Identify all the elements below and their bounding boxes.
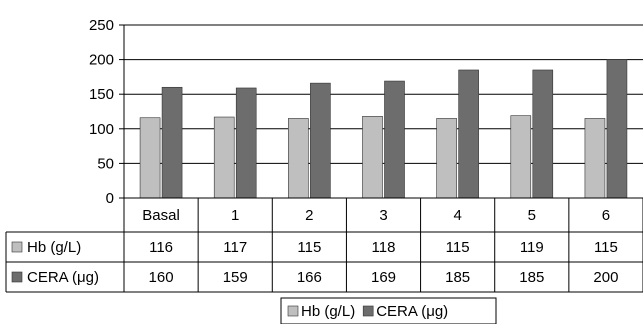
bar-cera [310, 82, 331, 199]
x-category-label: 4 [453, 207, 461, 224]
table-legend-key [11, 271, 23, 283]
legend-key [287, 305, 299, 317]
y-tick-label: 0 [106, 190, 114, 207]
x-category-label: 3 [379, 207, 387, 224]
legend-key [362, 305, 374, 317]
bar-cera [161, 86, 183, 199]
table-value: 115 [446, 239, 470, 256]
y-tick-label: 200 [89, 52, 114, 69]
bar-hb [213, 116, 235, 199]
table-value: 160 [149, 269, 174, 286]
bar-hb [510, 115, 532, 199]
table-value: 116 [149, 239, 173, 256]
bar-cera [235, 87, 257, 199]
bar-hb [362, 116, 383, 199]
axes [119, 24, 125, 199]
table-series-label: CERA (μg) [27, 269, 99, 286]
bar-hb [288, 118, 309, 199]
y-tick-label: 250 [89, 17, 114, 34]
legend-label: CERA (μg) [376, 303, 448, 320]
table-value: 117 [223, 239, 247, 256]
y-tick-label: 150 [89, 86, 114, 103]
x-category-label: 1 [231, 207, 239, 224]
x-category-label: 5 [528, 207, 536, 224]
bar-hb [584, 118, 606, 199]
bar-hb [139, 117, 161, 199]
table-value: 185 [445, 269, 470, 286]
y-tick-label: 100 [89, 121, 114, 138]
table-value: 185 [519, 269, 544, 286]
x-category-label: 6 [602, 207, 610, 224]
table-value: 119 [520, 239, 544, 256]
table-legend-key [11, 241, 23, 253]
table-value: 166 [297, 269, 322, 286]
gridlines [124, 24, 643, 164]
table-value: 200 [593, 269, 618, 286]
table-value: 115 [297, 239, 321, 256]
y-tick-label: 50 [97, 155, 114, 172]
bar-cera [606, 59, 628, 199]
x-category-label: 2 [305, 207, 313, 224]
table-value: 118 [372, 239, 396, 256]
legend: Hb (g/L) CERA (μg) [280, 297, 497, 324]
bar-cera [384, 80, 405, 199]
table-series-label: Hb (g/L) [27, 239, 81, 256]
bar-hb [436, 118, 457, 199]
table-value: 169 [371, 269, 396, 286]
bar-cera [532, 69, 554, 199]
table-value: 159 [223, 269, 248, 286]
bar-cera [458, 69, 479, 199]
table-value: 115 [594, 239, 618, 256]
legend-label: Hb (g/L) [301, 303, 355, 320]
x-category-label: Basal [142, 207, 180, 224]
y-tick-labels: 0 50 100 150 200 250 [89, 17, 114, 207]
data-table: Basal 1 2 3 4 5 6 Hb (g/L) 116 117 115 118 115 119 115… [5, 197, 643, 293]
legend-box [280, 297, 497, 324]
